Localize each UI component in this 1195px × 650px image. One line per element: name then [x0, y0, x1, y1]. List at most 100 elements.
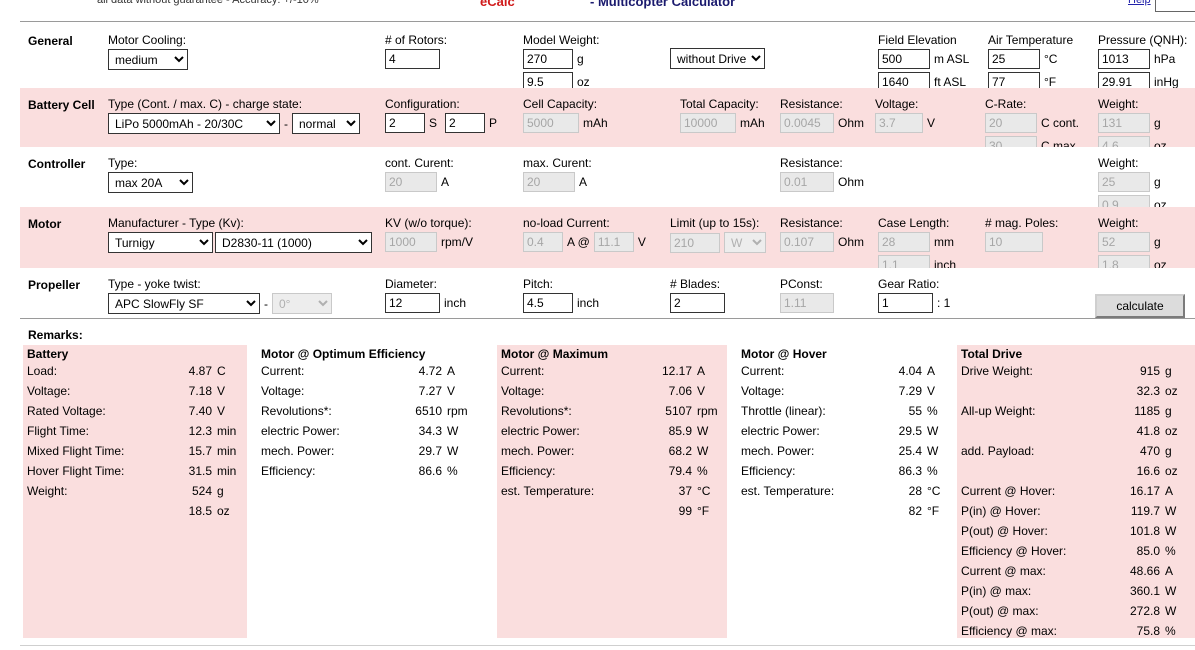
motor-poles-input	[985, 232, 1043, 252]
motor-noload-caption: no-load Current:	[523, 216, 610, 230]
result-key: mech. Power:	[741, 444, 815, 458]
controller-type-select[interactable]: max 20A	[108, 172, 193, 193]
help-link[interactable]: Help	[1128, 0, 1151, 6]
air-temperature-c-unit: °C	[1044, 52, 1058, 66]
result-value: 86.6	[418, 464, 442, 478]
result-row: Rated Voltage: 7.40 V	[23, 404, 247, 424]
result-value: 31.5	[188, 464, 212, 478]
result-unit: %	[927, 464, 938, 478]
motor-limit-input	[670, 232, 720, 253]
result-key: mech. Power:	[261, 444, 335, 458]
motor-case-length-mm-unit: mm	[934, 235, 954, 249]
result-key: Throttle (linear):	[741, 404, 826, 418]
result-row: Current @ max: 48.66 A	[957, 564, 1195, 584]
controller-resistance-unit: Ohm	[838, 175, 865, 189]
motor-noload-current-input	[523, 232, 563, 252]
battery-parallel-input[interactable]	[445, 113, 486, 133]
propeller-yoke-twist-select[interactable]: 0°	[272, 293, 332, 314]
pressure-hpa-unit: hPa	[1154, 52, 1176, 66]
brand-logo: eCalc	[480, 0, 515, 9]
result-key: P(out) @ max:	[961, 604, 1039, 618]
rotors-caption: # of Rotors:	[385, 33, 448, 47]
rotors-input[interactable]	[385, 49, 440, 69]
result-row: Revolutions*: 6510 rpm	[257, 404, 477, 424]
result-unit: g	[1165, 444, 1172, 458]
motor-manufacturer-caption: Manufacturer - Type (Kv):	[108, 216, 244, 230]
battery-resistance-input	[780, 113, 834, 133]
air-temperature-c-input[interactable]	[988, 49, 1040, 69]
battery-type-select[interactable]: LiPo 5000mAh - 20/30C	[108, 113, 280, 134]
result-value: 79.4	[668, 464, 692, 478]
result-row: Voltage: 7.29 V	[737, 384, 957, 404]
total-capacity-caption: Total Capacity:	[680, 97, 759, 111]
motor-limit-unit-select[interactable]: W	[724, 232, 766, 253]
crate-caption: C-Rate:	[985, 97, 1027, 111]
divider-results	[20, 318, 1195, 319]
battery-series-input[interactable]	[385, 113, 425, 133]
result-row: electric Power: 29.5 W	[737, 424, 957, 444]
result-unit: %	[1165, 544, 1176, 558]
pressure-hpa-input[interactable]	[1098, 49, 1150, 69]
result-unit: W	[927, 444, 939, 458]
motor-noload-at-label: A @	[567, 235, 590, 249]
motor-manufacturer-select[interactable]: Turnigy	[108, 232, 213, 253]
section-motor: Motor Manufacturer - Type (Kv): Turnigy …	[20, 207, 1195, 275]
motor-noload-voltage-input	[593, 232, 634, 252]
propeller-blades-input[interactable]	[670, 293, 725, 313]
header-input-box[interactable]	[1155, 0, 1195, 12]
result-key: Current @ max:	[961, 564, 1046, 578]
result-unit: °C	[927, 484, 941, 498]
motor-type-select[interactable]: D2830-11 (1000)	[215, 232, 372, 253]
result-key: Mixed Flight Time:	[27, 444, 125, 458]
cell-capacity-unit: mAh	[583, 116, 608, 130]
result-value: 82	[908, 504, 922, 518]
propeller-type-select[interactable]: APC SlowFly SF	[108, 293, 260, 314]
result-row: Hover Flight Time: 31.5 min	[23, 464, 247, 484]
result-value: 29.5	[898, 424, 922, 438]
gear-ratio-input[interactable]	[878, 293, 933, 313]
motor-case-length-mm-input	[878, 232, 930, 252]
calculate-button[interactable]: calculate	[1095, 294, 1185, 318]
panel-total-drive-rows: Drive Weight: 915 g 32.3 oz All-up Weight: 1…	[957, 364, 1195, 644]
panel-motor-maximum-title: Motor @ Maximum	[501, 347, 609, 361]
battery-charge-state-select[interactable]: normal	[292, 113, 360, 134]
propeller-diameter-input[interactable]	[385, 293, 440, 313]
result-key: Current:	[501, 364, 545, 378]
field-elevation-m-input[interactable]	[878, 49, 930, 69]
section-battery-label: Battery Cell	[28, 98, 95, 112]
result-key: Current:	[261, 364, 305, 378]
motor-cooling-select[interactable]: medium	[108, 49, 188, 70]
result-unit: V	[927, 384, 936, 398]
cell-capacity-input	[523, 113, 579, 133]
result-row: mech. Power: 29.7 W	[257, 444, 477, 464]
drive-select[interactable]: without Drive	[670, 48, 765, 69]
result-key: Efficiency:	[501, 464, 556, 478]
result-unit: W	[447, 424, 459, 438]
result-row: Throttle (linear): 55%	[737, 404, 957, 424]
motor-weight-g-unit: g	[1154, 235, 1161, 249]
model-weight-oz-input[interactable]	[523, 72, 573, 92]
result-value: 4.87	[188, 364, 212, 378]
result-value: 32.3	[1136, 384, 1160, 398]
propeller-pitch-caption: Pitch:	[523, 277, 554, 291]
result-value: 272.8	[1129, 604, 1160, 618]
panel-motor-hover-title: Motor @ Hover	[741, 347, 827, 361]
panel-motor-hover: Motor @ Hover Current: 4.04 A Voltage: 7.29…	[737, 345, 957, 638]
result-unit: W	[1165, 504, 1177, 518]
result-unit: A	[1165, 564, 1174, 578]
model-weight-g-input[interactable]	[523, 49, 573, 69]
panel-motor-optimum-rows: Current: 4.72 A Voltage: 7.27 V Revolutions*…	[257, 364, 477, 484]
propeller-pconst-caption: PConst:	[780, 277, 823, 291]
brand-title: - Multicopter Calculator	[590, 0, 736, 9]
battery-parallel-unit: P	[489, 116, 498, 130]
result-row: Efficiency @ max: 75.8%	[957, 624, 1195, 644]
result-unit: W	[1165, 524, 1177, 538]
remarks-label: Remarks:	[28, 328, 83, 342]
result-unit: V	[217, 404, 226, 418]
result-row: electric Power: 34.3 W	[257, 424, 477, 444]
result-unit: W	[1165, 584, 1177, 598]
result-unit: %	[1165, 624, 1176, 638]
propeller-pitch-input[interactable]	[523, 293, 573, 313]
controller-max-current-unit: A	[579, 175, 588, 189]
controller-max-current-input	[523, 172, 575, 192]
